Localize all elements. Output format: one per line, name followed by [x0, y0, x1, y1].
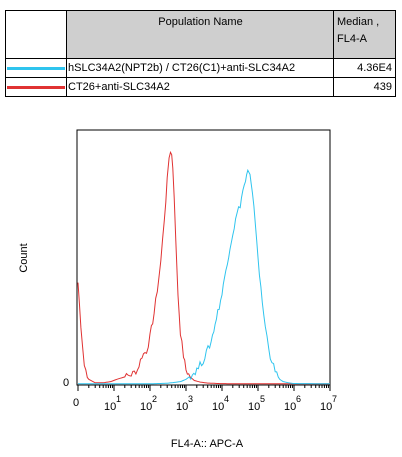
- series-line-1: [78, 168, 330, 385]
- x-tick-label-base: 10: [104, 401, 116, 413]
- header-blank-cell: [5, 10, 67, 59]
- series-swatch-cell: [5, 77, 67, 97]
- x-axis-label: FL4-A:: APC-A: [171, 438, 244, 450]
- x-tick-label-base: 10: [284, 401, 296, 413]
- series-layer: [77, 150, 330, 385]
- y-tick-label-zero: 0: [63, 377, 69, 389]
- median-value-cell: 439: [333, 77, 396, 97]
- x-tick-label-exponent: 1: [116, 394, 121, 404]
- table-row: hSLC34A2(NPT2b) / CT26(C1)+anti-SLC34A2 …: [5, 58, 396, 78]
- x-tick-label-exponent: 5: [260, 394, 265, 404]
- series-swatch: [7, 85, 65, 89]
- population-legend-table: Population Name Median , FL4-A hSLC34A2(N…: [5, 10, 396, 97]
- series-swatch: [7, 66, 65, 70]
- header-population-name: Population Name: [66, 10, 334, 59]
- x-tick-label-base: 10: [248, 401, 260, 413]
- population-name-cell: CT26+anti-SLC34A2: [66, 77, 334, 97]
- table-row: CT26+anti-SLC34A2 439: [5, 77, 396, 97]
- x-tick-label-base: 10: [320, 401, 332, 413]
- x-tick-label-exponent: 4: [224, 394, 229, 404]
- population-name-cell: hSLC34A2(NPT2b) / CT26(C1)+anti-SLC34A2: [66, 58, 334, 78]
- x-tick-label-zero: 0: [73, 397, 79, 409]
- series-line-0: [77, 150, 330, 385]
- header-median-line1: Median ,: [337, 16, 380, 28]
- y-axis-label: Count: [18, 243, 30, 272]
- x-tick-label-base: 10: [212, 401, 224, 413]
- x-tick-label-base: 10: [140, 401, 152, 413]
- plot-area-frame: [76, 129, 331, 386]
- x-tick-label-base: 10: [176, 401, 188, 413]
- x-tick-label-exponent: 2: [152, 394, 157, 404]
- x-tick-label-exponent: 3: [188, 394, 193, 404]
- header-median-line2: FL4-A: [337, 33, 367, 45]
- x-tick-label-exponent: 7: [332, 394, 337, 404]
- x-tick-label-exponent: 6: [296, 394, 301, 404]
- header-median: Median , FL4-A: [333, 10, 396, 59]
